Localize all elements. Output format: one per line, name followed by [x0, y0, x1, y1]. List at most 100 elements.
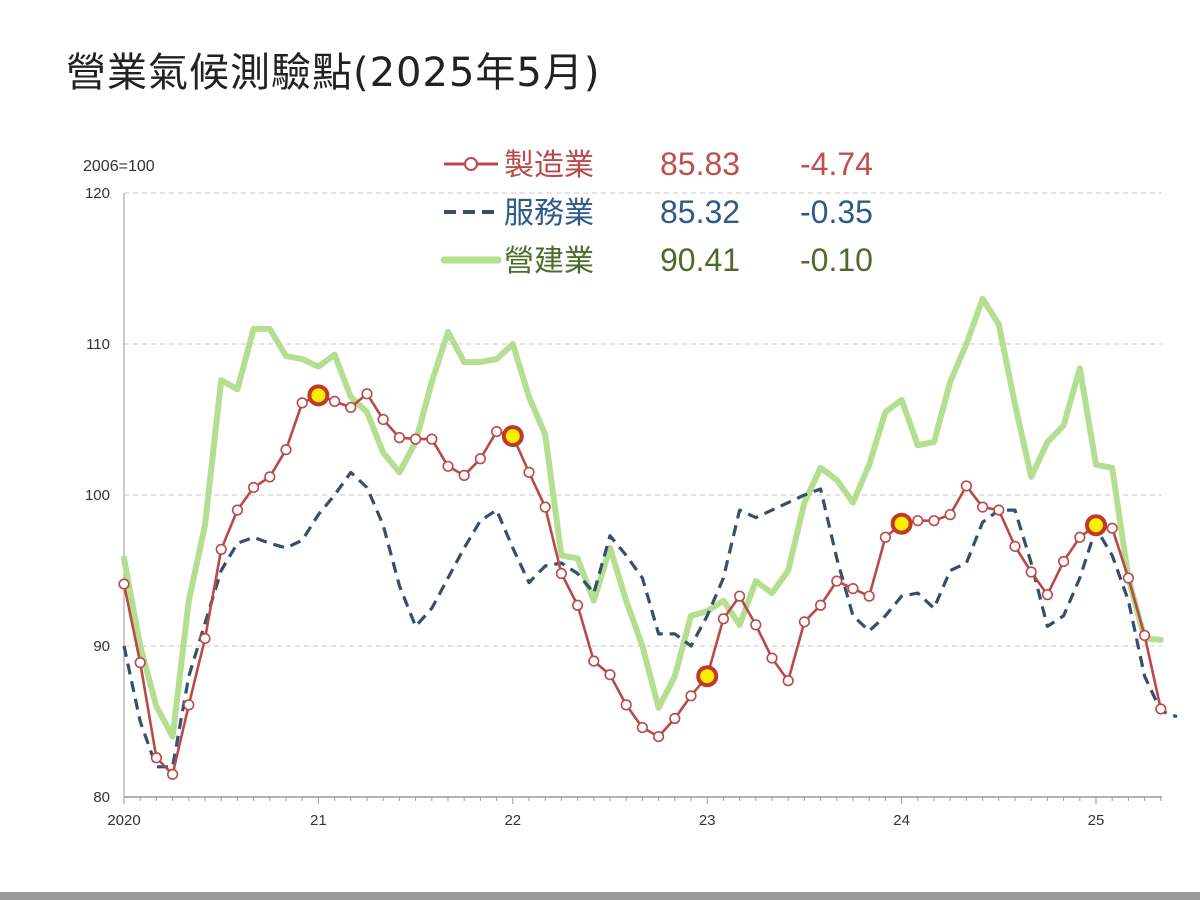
series-line-manufacturing [122, 392, 1163, 776]
series-layer [118, 295, 1178, 780]
data-point [474, 453, 487, 465]
page-title: 營業氣候測驗點(2025年5月) [66, 50, 601, 96]
legend-latest-value: 85.32 [660, 194, 740, 230]
legend-name: 營建業 [504, 244, 594, 279]
legend-change-value: -0.35 [800, 194, 873, 230]
legend-marker [464, 157, 478, 171]
data-point [523, 466, 535, 478]
data-point [296, 397, 308, 409]
legend-change-value: -0.10 [800, 242, 873, 278]
data-point [847, 583, 859, 595]
data-point [669, 712, 681, 725]
x-tick-label: 25 [1088, 812, 1105, 829]
legend-name: 服務業 [504, 196, 594, 231]
data-point [183, 699, 195, 711]
data-point [993, 504, 1005, 516]
data-point [426, 433, 438, 445]
highlight-point [696, 665, 719, 688]
y-tick-label: 110 [86, 336, 110, 353]
data-point [1155, 703, 1167, 715]
data-point [215, 543, 227, 555]
series-line-services [122, 470, 1178, 769]
data-point [944, 509, 956, 521]
highlight-point [1085, 514, 1107, 537]
highlight-point [307, 384, 330, 407]
legend-change-value: -4.74 [800, 146, 873, 182]
data-point [750, 619, 762, 631]
x-tick-label: 2020 [107, 812, 140, 829]
data-point [1138, 629, 1151, 642]
legend-latest-value: 90.41 [660, 242, 740, 278]
x-tick-label: 21 [310, 812, 327, 829]
data-point [782, 675, 794, 687]
data-point [620, 699, 632, 711]
data-point [231, 504, 243, 516]
x-tick-label: 23 [699, 812, 716, 829]
data-point [652, 730, 665, 743]
axes: 80 90 100 110 120 2020 21 22 23 24 25 [85, 185, 1162, 829]
data-point [879, 531, 892, 543]
legend-item-manufacturing: 製造業 85.83 -4.74 [444, 146, 873, 183]
unit-label: 2006=100 [83, 158, 155, 175]
data-point [636, 721, 649, 734]
data-point [539, 501, 551, 513]
x-tick-label: 22 [504, 812, 521, 829]
data-point [345, 401, 357, 414]
legend-latest-value: 85.83 [660, 146, 740, 182]
data-point [798, 616, 811, 628]
data-point [912, 515, 924, 527]
series-line-construction [121, 295, 1164, 740]
y-tick-label: 120 [85, 185, 110, 202]
data-point [199, 632, 211, 645]
data-point [1106, 522, 1118, 534]
highlight-point [501, 425, 524, 448]
data-point [167, 768, 179, 780]
data-point [280, 444, 292, 456]
data-point [442, 460, 454, 472]
data-point [361, 388, 373, 400]
y-tick-label: 90 [93, 638, 110, 655]
highlight-point [890, 512, 913, 535]
data-point [393, 432, 406, 444]
data-point [491, 425, 503, 438]
data-point [264, 471, 276, 483]
legend: 製造業 85.83 -4.74 服務業 85.32 -0.35 營建業 90.41 -0.10 [440, 146, 873, 279]
data-point [329, 395, 341, 407]
data-point [766, 652, 778, 664]
data-point [571, 599, 584, 611]
data-point [814, 599, 827, 611]
bottom-bar [0, 892, 1200, 900]
y-tick-label: 100 [85, 487, 110, 504]
data-point [863, 590, 875, 602]
data-point [604, 669, 616, 681]
data-point [976, 501, 989, 513]
y-tick-label: 80 [93, 789, 110, 806]
data-point [733, 590, 746, 602]
data-point [118, 578, 130, 590]
data-point [685, 690, 697, 702]
legend-item-construction: 營建業 90.41 -0.10 [440, 242, 873, 279]
data-point [1025, 566, 1037, 578]
legend-name: 製造業 [504, 148, 594, 183]
data-point [150, 752, 162, 764]
data-point [410, 433, 422, 445]
data-point [248, 481, 260, 494]
data-point [960, 480, 973, 492]
grid-lines [124, 192, 1162, 647]
data-point [134, 657, 146, 669]
x-tick-label: 24 [893, 812, 910, 829]
data-point [458, 469, 470, 481]
legend-item-services: 服務業 85.32 -0.35 [444, 194, 873, 231]
data-point [588, 655, 600, 667]
data-point [1041, 589, 1053, 601]
data-point [831, 575, 843, 587]
data-point [1122, 572, 1134, 584]
data-point [928, 515, 940, 527]
data-point [377, 413, 389, 426]
data-point [1009, 540, 1021, 552]
data-point [717, 613, 730, 625]
data-point [1074, 531, 1086, 543]
data-point [555, 567, 568, 580]
data-point [1057, 555, 1070, 568]
